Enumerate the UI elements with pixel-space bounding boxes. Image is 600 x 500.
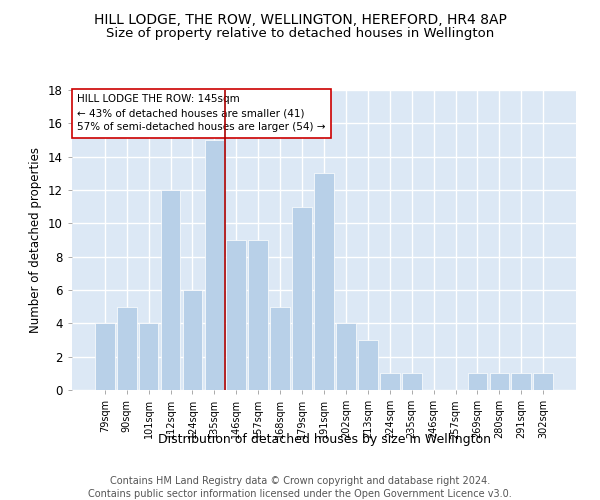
Bar <box>95 324 115 390</box>
Bar <box>402 374 422 390</box>
Bar <box>533 374 553 390</box>
Bar <box>358 340 378 390</box>
Bar <box>490 374 509 390</box>
Bar <box>292 206 312 390</box>
Text: Contains HM Land Registry data © Crown copyright and database right 2024.: Contains HM Land Registry data © Crown c… <box>110 476 490 486</box>
Bar <box>182 290 202 390</box>
Text: Contains public sector information licensed under the Open Government Licence v3: Contains public sector information licen… <box>88 489 512 499</box>
Bar <box>336 324 356 390</box>
Bar <box>139 324 158 390</box>
Text: HILL LODGE, THE ROW, WELLINGTON, HEREFORD, HR4 8AP: HILL LODGE, THE ROW, WELLINGTON, HEREFOR… <box>94 12 506 26</box>
Bar <box>380 374 400 390</box>
Bar <box>467 374 487 390</box>
Text: Distribution of detached houses by size in Wellington: Distribution of detached houses by size … <box>157 432 491 446</box>
Y-axis label: Number of detached properties: Number of detached properties <box>29 147 43 333</box>
Text: Size of property relative to detached houses in Wellington: Size of property relative to detached ho… <box>106 28 494 40</box>
Bar <box>161 190 181 390</box>
Bar <box>226 240 246 390</box>
Bar <box>314 174 334 390</box>
Bar <box>270 306 290 390</box>
Bar <box>117 306 137 390</box>
Bar <box>511 374 531 390</box>
Bar <box>248 240 268 390</box>
Bar <box>205 140 224 390</box>
Text: HILL LODGE THE ROW: 145sqm
← 43% of detached houses are smaller (41)
57% of semi: HILL LODGE THE ROW: 145sqm ← 43% of deta… <box>77 94 326 132</box>
